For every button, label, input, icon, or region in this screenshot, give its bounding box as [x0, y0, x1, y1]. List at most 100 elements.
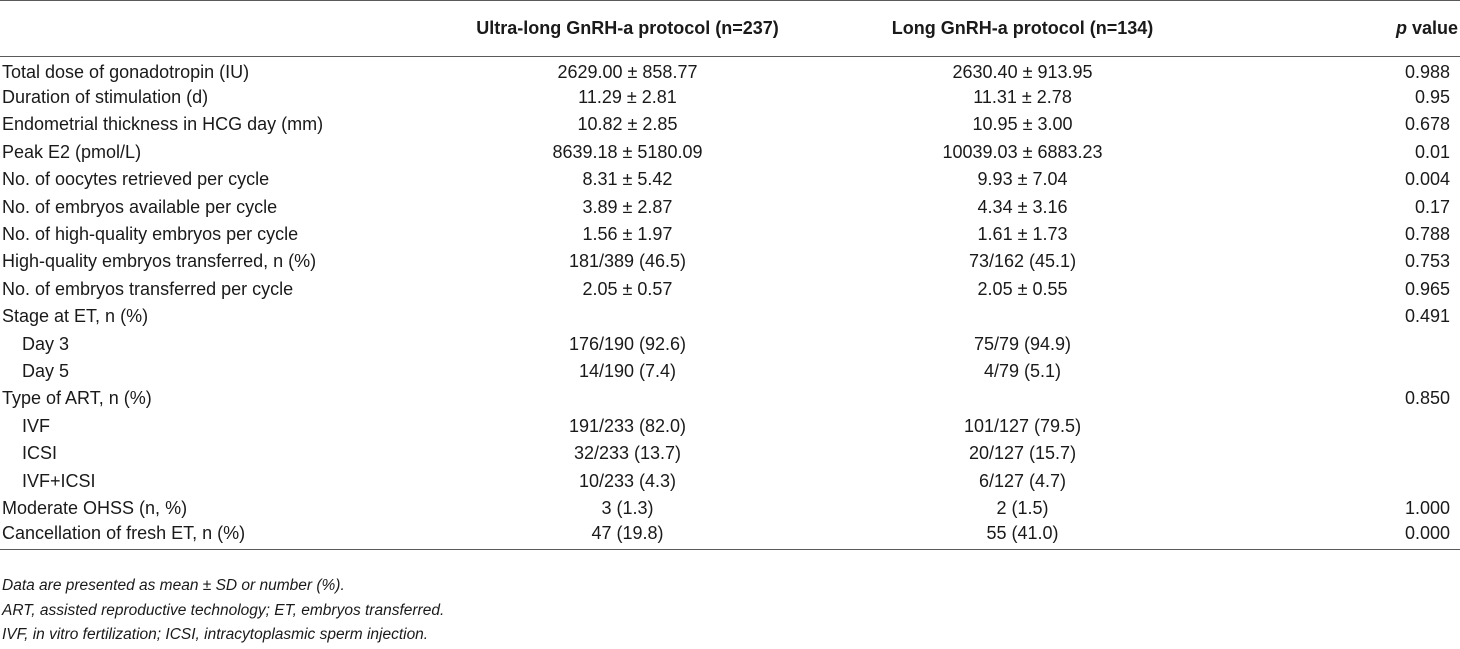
row-p: 0.788: [1404, 224, 1450, 245]
row-long: 2.05 ± 0.55: [977, 278, 1068, 299]
row-p: 0.988: [1404, 61, 1450, 82]
row-long: 10.95 ± 3.00: [972, 114, 1073, 135]
row-label: ICSI: [22, 443, 58, 464]
header-p-italic: p: [1395, 18, 1407, 38]
row-ultra: 11.29 ± 2.81: [578, 87, 677, 108]
row-p: [1227, 467, 1460, 494]
results-table: Ultra-long GnRH-a protocol (n=237) Long …: [0, 0, 1460, 551]
row-label: Total dose of gonadotropin (IU): [2, 61, 250, 82]
header-p-value: p value: [1227, 0, 1460, 57]
row-label: Moderate OHSS (n, %): [2, 497, 188, 518]
footnote: IVF, in vitro fertilization; ICSI, intra…: [2, 626, 429, 643]
row-label: Day 5: [22, 360, 70, 381]
row-ultra: 14/190 (7.4): [578, 360, 677, 381]
row-label: Cancellation of fresh ET, n (%): [0, 522, 438, 551]
row-ultra: 8639.18 ± 5180.09: [552, 141, 703, 162]
header-long: Long GnRH-a protocol (n=134): [817, 0, 1228, 57]
row-ultra: 2.05 ± 0.57: [582, 278, 673, 299]
row-label: IVF+ICSI: [22, 470, 96, 491]
table-row: IVF 191/233 (82.0) 101/127 (79.5): [0, 413, 1460, 440]
row-long: 6/127 (4.7): [978, 470, 1067, 491]
row-p: 0.004: [1404, 169, 1450, 190]
row-long: [818, 385, 1228, 412]
table-row: Peak E2 (pmol/L) 8639.18 ± 5180.09 10039…: [0, 139, 1460, 166]
row-long: 73/162 (45.1): [968, 251, 1077, 272]
row-label: High-quality embryos transferred, n (%): [2, 251, 317, 272]
row-long: 2630.40 ± 913.95: [952, 61, 1093, 82]
row-label: Peak E2 (pmol/L): [2, 141, 142, 162]
row-ultra: 8.31 ± 5.42: [582, 169, 673, 190]
row-label: Duration of stimulation (d): [2, 87, 209, 108]
row-ultra: 3.89 ± 2.87: [582, 196, 673, 217]
table-row: No. of embryos transferred per cycle 2.0…: [0, 276, 1460, 303]
header-p-rest: value: [1406, 18, 1458, 38]
row-p: 0.491: [1404, 306, 1450, 327]
row-p: 0.000: [1227, 522, 1460, 551]
table-row: IVF+ICSI 10/233 (4.3) 6/127 (4.7): [0, 467, 1460, 494]
row-long: 75/79 (94.9): [973, 333, 1072, 354]
row-ultra: 10.82 ± 2.85: [577, 114, 678, 135]
table-row: No. of high-quality embryos per cycle 1.…: [0, 221, 1460, 248]
table-row: Endometrial thickness in HCG day (mm) 10…: [0, 111, 1460, 138]
table-row: No. of oocytes retrieved per cycle 8.31 …: [0, 166, 1460, 193]
row-long: 101/127 (79.5): [963, 415, 1082, 436]
row-long: 11.31 ± 2.78: [973, 87, 1072, 108]
row-label: Endometrial thickness in HCG day (mm): [2, 114, 324, 135]
table-row: ICSI 32/233 (13.7) 20/127 (15.7): [0, 440, 1460, 467]
table-row: No. of embryos available per cycle 3.89 …: [0, 193, 1460, 220]
row-label: Type of ART, n (%): [2, 388, 152, 409]
row-p: 0.678: [1404, 114, 1450, 135]
table-row: Type of ART, n (%) 0.850: [0, 385, 1460, 412]
row-p: 1.000: [1404, 497, 1450, 518]
row-ultra: 176/190 (92.6): [568, 333, 687, 354]
row-long: 1.61 ± 1.73: [977, 224, 1068, 245]
table-row: Day 5 14/190 (7.4) 4/79 (5.1): [0, 358, 1460, 385]
row-ultra: [437, 385, 817, 412]
row-p: 0.753: [1404, 251, 1450, 272]
table-row: Day 3 176/190 (92.6) 75/79 (94.9): [0, 330, 1460, 357]
row-label: Day 3: [22, 333, 70, 354]
row-ultra: 1.56 ± 1.97: [582, 224, 673, 245]
row-label: IVF: [22, 415, 51, 436]
table-row: High-quality embryos transferred, n (%) …: [0, 248, 1460, 275]
row-long: 9.93 ± 7.04: [977, 169, 1068, 190]
row-p: 0.850: [1404, 388, 1450, 409]
row-long: 10039.03 ± 6883.23: [942, 141, 1103, 162]
row-label: No. of oocytes retrieved per cycle: [2, 169, 270, 190]
row-p: [1227, 358, 1460, 385]
row-ultra: 32/233 (13.7): [573, 443, 682, 464]
header-row: Ultra-long GnRH-a protocol (n=237) Long …: [0, 0, 1460, 57]
table-row: Stage at ET, n (%) 0.491: [0, 303, 1460, 330]
footnote: Data are presented as mean ± SD or numbe…: [2, 577, 345, 594]
table-row: Cancellation of fresh ET, n (%) 47 (19.8…: [0, 522, 1460, 551]
row-long: 20/127 (15.7): [968, 443, 1077, 464]
row-long: 2 (1.5): [996, 497, 1049, 518]
row-p: [1227, 413, 1460, 440]
footnote: ART, assisted reproductive technology; E…: [2, 601, 445, 619]
row-p: 0.965: [1404, 278, 1450, 299]
row-long: [818, 303, 1228, 330]
row-p: 0.95: [1414, 87, 1450, 108]
row-p: 0.01: [1414, 141, 1450, 162]
row-label: No. of high-quality embryos per cycle: [2, 224, 299, 245]
header-label: [0, 0, 438, 57]
row-ultra: 10/233 (4.3): [578, 470, 677, 491]
row-p: [1227, 440, 1460, 467]
row-ultra: [437, 303, 817, 330]
row-ultra: 181/389 (46.5): [568, 251, 687, 272]
table-row: Duration of stimulation (d) 11.29 ± 2.81…: [0, 84, 1460, 111]
table-footnotes: Data are presented as mean ± SD or numbe…: [2, 574, 444, 648]
row-p: [1227, 330, 1460, 357]
row-long: 55 (41.0): [817, 522, 1228, 551]
table-row: Total dose of gonadotropin (IU) 2629.00 …: [0, 57, 1460, 84]
row-long: 4.34 ± 3.16: [977, 196, 1068, 217]
row-ultra: 3 (1.3): [601, 497, 654, 518]
row-p: 0.17: [1414, 196, 1450, 217]
row-label: No. of embryos available per cycle: [2, 196, 278, 217]
row-label: No. of embryos transferred per cycle: [2, 278, 294, 299]
row-ultra: 2629.00 ± 858.77: [557, 61, 698, 82]
row-ultra: 191/233 (82.0): [568, 415, 687, 436]
row-label: Stage at ET, n (%): [2, 306, 149, 327]
header-ultra-long: Ultra-long GnRH-a protocol (n=237): [437, 0, 818, 57]
